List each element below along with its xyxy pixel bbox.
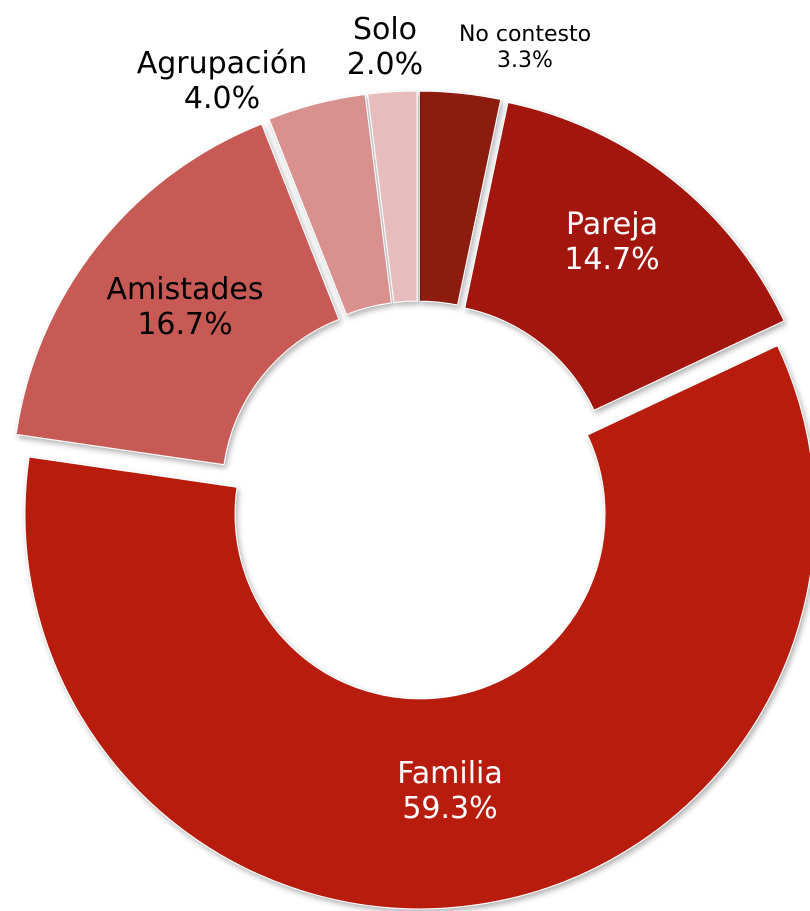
donut-slice — [367, 90, 418, 304]
slice-value: 4.0% — [184, 81, 260, 116]
donut-slice — [464, 101, 785, 411]
slice-label: Amistades — [107, 272, 264, 307]
donut-slice — [268, 93, 392, 316]
donut-slice — [15, 123, 340, 466]
slice-value: 16.7% — [137, 307, 232, 342]
slice-label: No contesto — [459, 22, 591, 47]
slice-value: 59.3% — [402, 791, 497, 826]
slice-label: Agrupación — [137, 46, 308, 81]
slice-label: Pareja — [566, 207, 658, 242]
slice-label: Solo — [353, 12, 417, 47]
slice-label: Familia — [397, 756, 503, 791]
donut-slice — [418, 90, 502, 306]
slice-value: 2.0% — [347, 47, 423, 82]
slice-value: 14.7% — [564, 242, 659, 277]
slice-value: 3.3% — [497, 48, 553, 73]
donut-slice — [24, 344, 810, 910]
